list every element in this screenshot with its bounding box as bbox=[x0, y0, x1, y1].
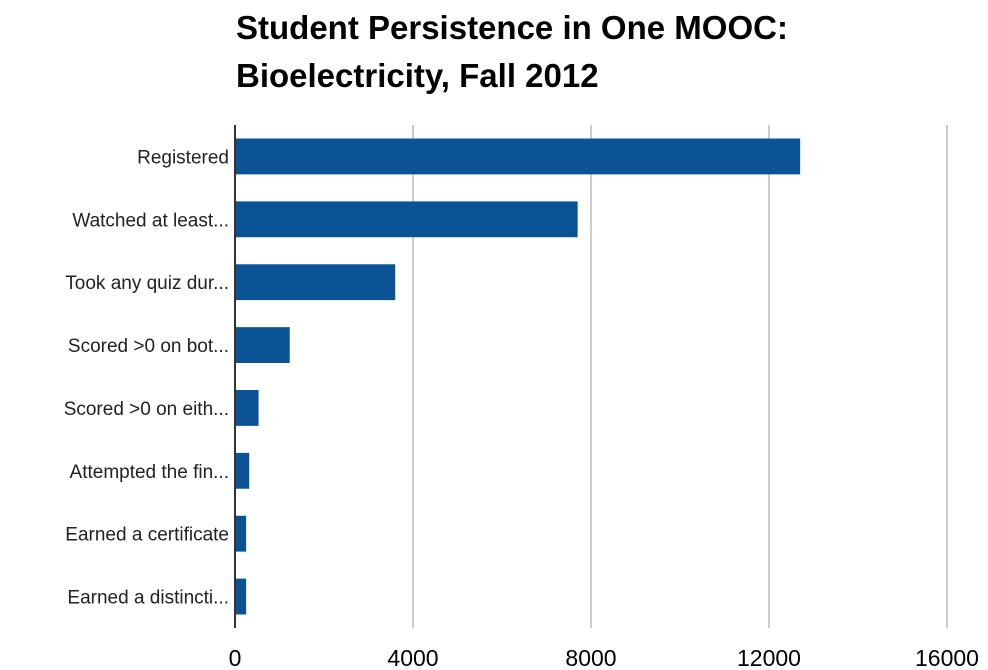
category-label: Watched at least... bbox=[72, 210, 229, 231]
chart-title: Student Persistence in One MOOC: Bioelec… bbox=[236, 4, 788, 100]
bar bbox=[235, 452, 250, 489]
category-label: Scored >0 on eith... bbox=[64, 399, 229, 420]
category-label: Attempted the fin... bbox=[70, 462, 229, 483]
category-label: Scored >0 on bot... bbox=[68, 336, 229, 357]
category-labels: Registered Watched at least... Took any qu… bbox=[64, 147, 229, 608]
bar bbox=[235, 578, 247, 615]
bars bbox=[235, 138, 801, 615]
bar bbox=[235, 390, 259, 426]
gridlines bbox=[412, 125, 948, 628]
x-tick-label: 16000 bbox=[915, 645, 979, 670]
category-label: Took any quiz dur... bbox=[65, 273, 229, 294]
category-label: Registered bbox=[137, 147, 229, 168]
chart-title-line-1: Student Persistence in One MOOC: bbox=[236, 9, 788, 46]
category-label: Earned a distincti... bbox=[67, 588, 229, 609]
category-label: Earned a certificate bbox=[65, 525, 229, 546]
chart-title-line-2: Bioelectricity, Fall 2012 bbox=[236, 57, 599, 94]
x-tick-label: 8000 bbox=[565, 645, 616, 670]
bar bbox=[235, 138, 801, 175]
bar bbox=[235, 201, 578, 238]
bar bbox=[235, 515, 247, 552]
x-tick-labels: 0 4000 8000 12000 16000 bbox=[229, 645, 979, 670]
bar bbox=[235, 327, 290, 363]
bar bbox=[235, 264, 396, 301]
x-tick-label: 12000 bbox=[737, 645, 801, 670]
x-tick-label: 4000 bbox=[387, 645, 438, 670]
x-tick-label: 0 bbox=[229, 645, 242, 670]
